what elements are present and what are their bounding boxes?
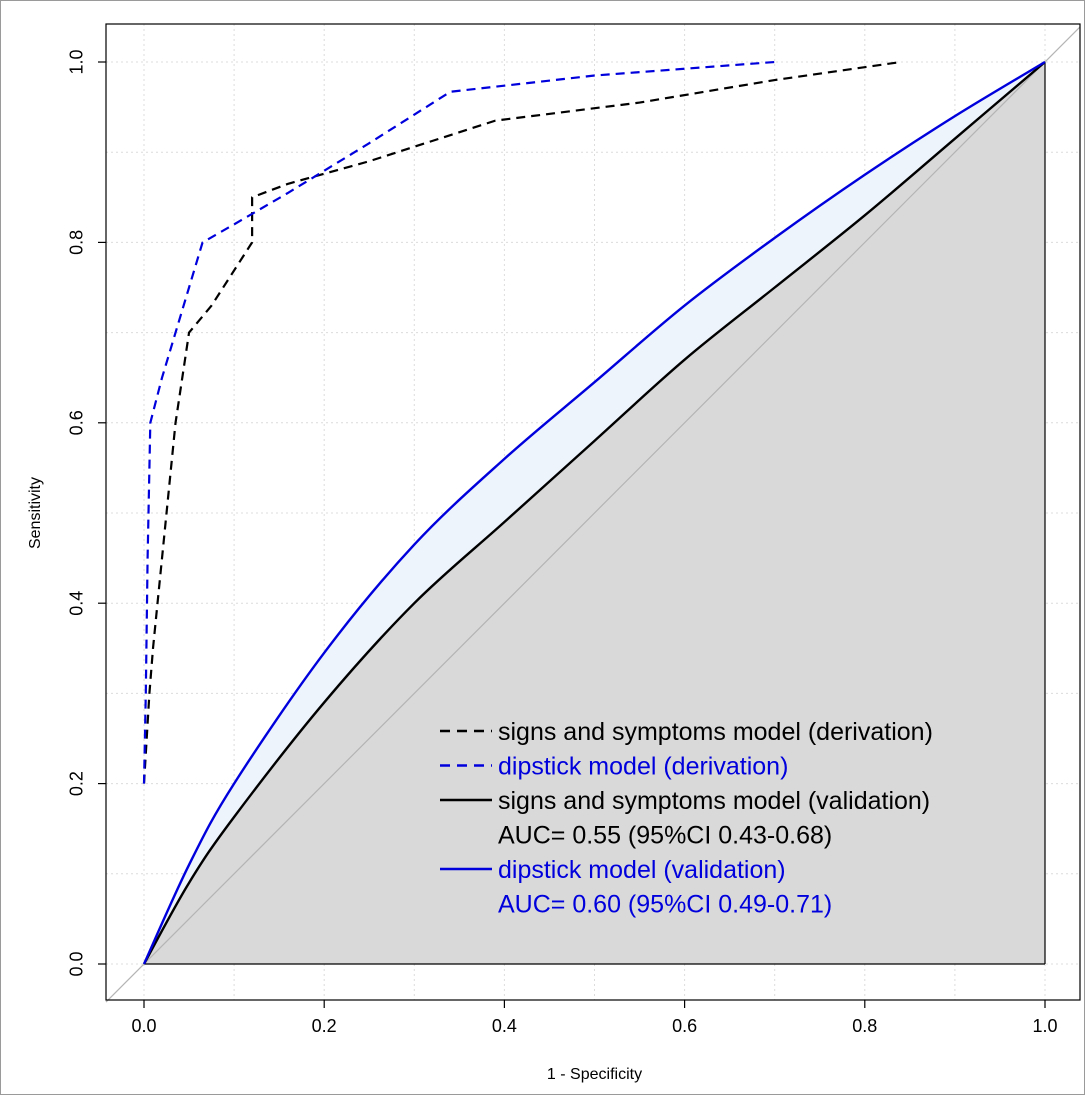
y-tick-label: 0.4 <box>66 591 86 616</box>
x-tick-label: 0.2 <box>312 1016 337 1036</box>
legend-label: dipstick model (derivation) <box>498 752 788 780</box>
legend-label: signs and symptoms model (validation) <box>498 787 930 815</box>
x-tick-label: 0.0 <box>131 1016 156 1036</box>
x-tick-label: 0.6 <box>672 1016 697 1036</box>
signs-symptoms-derivation-line <box>142 60 901 784</box>
legend-label: AUC= 0.55 (95%CI 0.43-0.68) <box>498 821 832 849</box>
dipstick-validation-line <box>142 60 1046 965</box>
legend-label: dipstick model (validation) <box>498 856 786 884</box>
reference-diagonal <box>105 26 1081 1003</box>
y-tick-label: 0.8 <box>66 230 86 255</box>
legend-label: AUC= 0.60 (95%CI 0.49-0.71) <box>498 890 832 918</box>
dipstick-derivation-line <box>142 60 775 784</box>
x-tick-label: 0.8 <box>852 1016 877 1036</box>
y-axis-title: Sensitivity <box>27 477 44 549</box>
legend: signs and symptoms model (derivation) dip… <box>440 718 933 918</box>
x-tick-label: 1.0 <box>1032 1016 1057 1036</box>
y-tick-label: 1.0 <box>66 49 86 74</box>
plot-box <box>105 23 1081 1001</box>
axis-layer: 0.0 0.2 0.4 0.6 0.8 1.0 0.0 0.2 0.4 0.6 0.8 1.0 <box>66 49 1057 1036</box>
x-tick-label: 0.4 <box>492 1016 517 1036</box>
x-axis-title: 1 - Specificity <box>547 1066 642 1083</box>
legend-label: signs and symptoms model (derivation) <box>498 718 933 746</box>
y-tick-label: 0.0 <box>66 951 86 976</box>
y-tick-label: 0.6 <box>66 410 86 435</box>
series-layer <box>142 60 1046 965</box>
y-tick-label: 0.2 <box>66 771 86 796</box>
signs-symptoms-validation-line <box>142 61 1046 965</box>
